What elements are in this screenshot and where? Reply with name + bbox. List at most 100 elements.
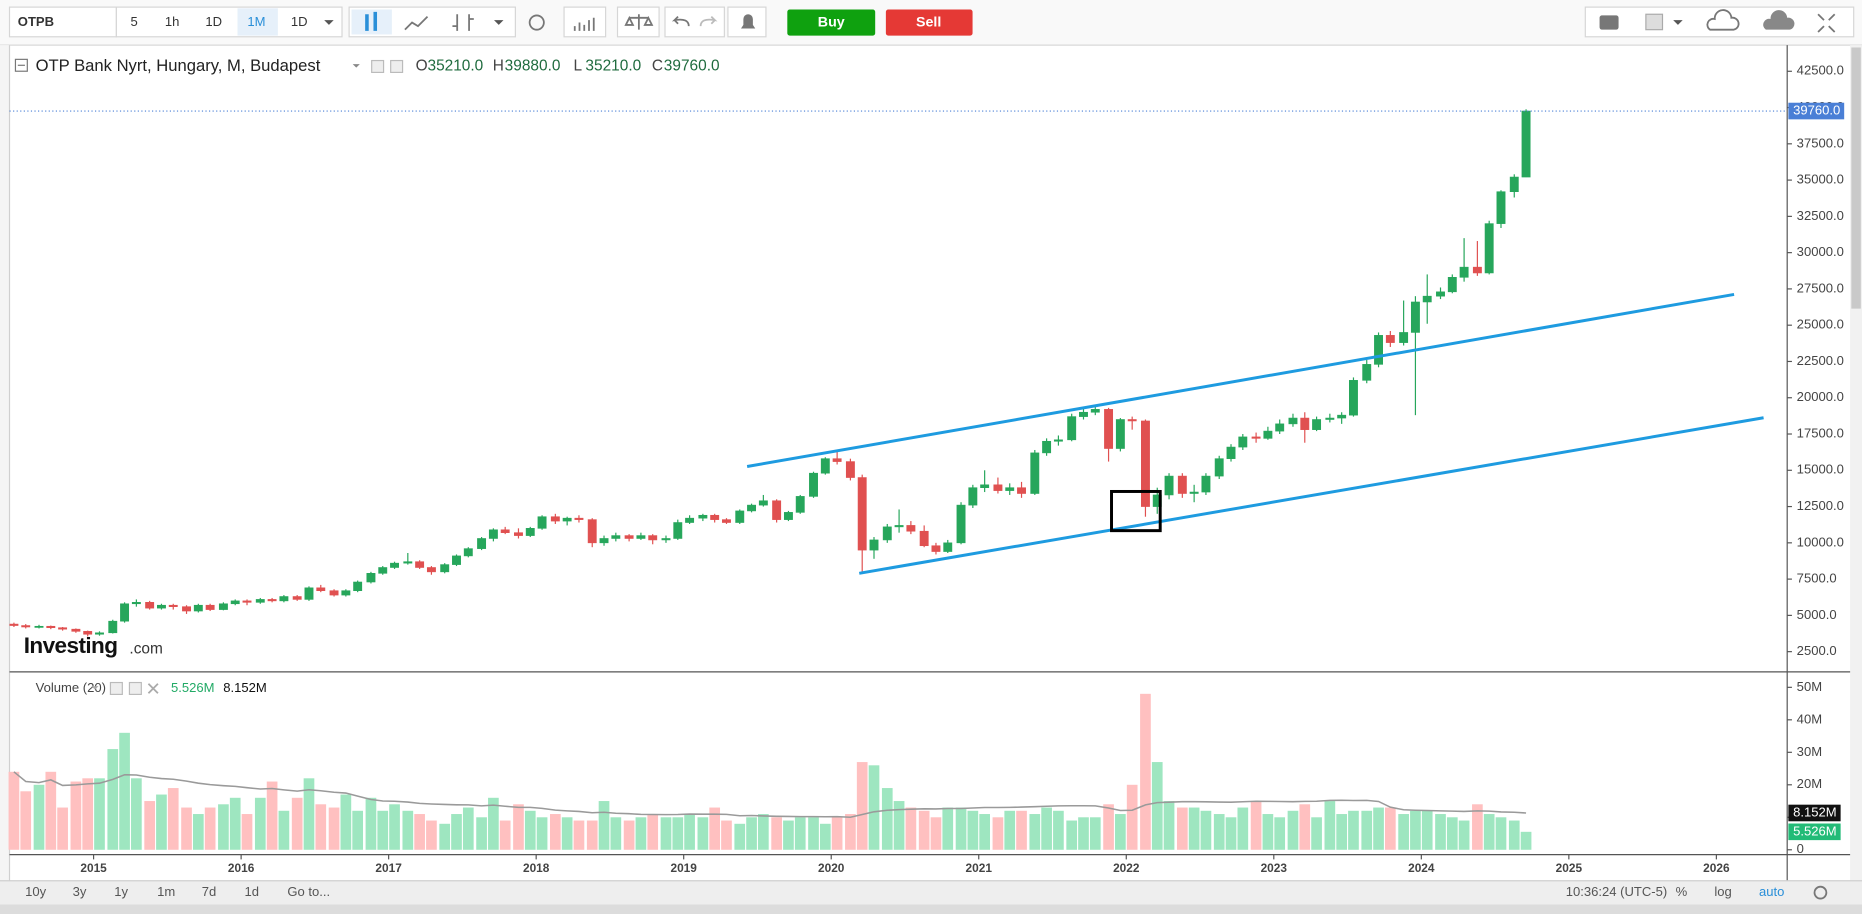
interval[interactable]: 5	[131, 14, 138, 29]
scrollbar[interactable]	[1851, 47, 1861, 309]
volume-bar	[1287, 810, 1299, 850]
candle-body	[906, 525, 916, 532]
volume-bar	[1200, 810, 1212, 850]
title-dropdown[interactable]	[352, 64, 360, 68]
volume-bar	[1520, 831, 1532, 850]
volume-bar	[303, 778, 315, 850]
candle-body	[832, 458, 842, 462]
interval-selected	[237, 8, 278, 36]
auto-toggle[interactable]: auto	[1759, 884, 1784, 899]
volume-bar	[82, 778, 94, 850]
candle-body	[182, 606, 191, 612]
interval[interactable]: 1M	[247, 14, 265, 29]
volume-title: Volume (20)	[36, 680, 106, 695]
fullscreen-icon[interactable]	[1817, 13, 1836, 33]
cloud-load-icon[interactable]	[1706, 9, 1740, 31]
volume-bar	[684, 814, 695, 850]
range-button[interactable]: 10y	[25, 884, 47, 899]
volume-bar	[70, 781, 82, 850]
volume-last-axis-label: 5.526M	[1793, 823, 1837, 838]
volume-gear[interactable]	[128, 681, 142, 695]
candle-body	[1275, 423, 1285, 432]
volume-bar	[660, 817, 672, 850]
candle-body	[71, 628, 81, 632]
buy-button[interactable]	[787, 9, 876, 36]
volume-bar	[734, 823, 746, 850]
indicators-btn[interactable]	[563, 6, 607, 38]
cloud-save-icon[interactable]	[1763, 10, 1795, 30]
range-button[interactable]: 1y	[114, 884, 128, 899]
dropdown-arrow[interactable]	[1673, 20, 1683, 25]
volume-bar	[1016, 810, 1027, 850]
color-icon[interactable]	[1645, 13, 1664, 31]
dropdown-arrow[interactable]	[324, 20, 334, 25]
settings-icon[interactable]	[1813, 885, 1828, 900]
eye-icon[interactable]	[371, 59, 385, 74]
volume-bar	[1213, 814, 1225, 850]
percent-toggle[interactable]: %	[1676, 884, 1688, 899]
volume-bar	[1004, 810, 1016, 850]
volume-bar	[1089, 817, 1101, 850]
candle-body	[426, 567, 436, 573]
volume-bar	[1140, 693, 1151, 850]
volume-close[interactable]	[147, 683, 159, 694]
x-tick-label: 2020	[818, 861, 845, 875]
volume-dropdown[interactable]	[91, 686, 99, 690]
goto-button[interactable]: Go to...	[287, 884, 330, 899]
volume-bar	[1163, 801, 1175, 850]
candle-body	[758, 500, 768, 506]
range-button[interactable]: 1m	[157, 884, 175, 899]
volume-bar	[1176, 807, 1188, 850]
volume-bar	[365, 797, 377, 850]
range-button[interactable]: 1d	[244, 884, 259, 899]
candle-body	[514, 532, 523, 536]
y-tick-label: 42500.0	[1797, 63, 1844, 78]
bars-icon[interactable]	[452, 14, 474, 31]
volume-bar	[709, 807, 721, 850]
interval[interactable]: 1h	[165, 14, 180, 29]
redo-icon[interactable]	[699, 15, 718, 27]
dropdown-arrow[interactable]	[494, 20, 504, 25]
plot-layer: 2500.0 5000.0 7500.0 10000.0 12500.0 15000.0 1…	[8, 58, 1845, 875]
volume-eye[interactable]	[109, 681, 123, 695]
x-tick-label: 2026	[1703, 861, 1730, 875]
y-tick-label: 17500.0	[1797, 425, 1844, 440]
volume-bar	[291, 797, 303, 850]
candle-body	[919, 530, 929, 547]
volume-bar	[1103, 804, 1114, 850]
settings-icon[interactable]	[528, 14, 545, 31]
sell-button[interactable]	[885, 9, 973, 36]
candle-body	[255, 599, 265, 603]
sell-label: Sell	[916, 14, 941, 30]
gear-icon[interactable]	[390, 59, 404, 74]
volume-bar	[1446, 817, 1458, 850]
volume-bar	[439, 823, 451, 850]
line-icon[interactable]	[404, 15, 429, 31]
volume-bar	[1115, 814, 1126, 850]
interval[interactable]: 1D	[291, 14, 308, 29]
candle-body	[661, 538, 671, 541]
undo-icon[interactable]	[671, 15, 690, 27]
x-tick-label: 2021	[966, 861, 993, 875]
symbol-box[interactable]	[8, 6, 117, 38]
volume-bar	[1384, 807, 1396, 850]
interval[interactable]: 1D	[205, 14, 222, 29]
compare-icon	[624, 14, 654, 30]
x-tick-label: 2016	[228, 861, 255, 875]
candles-icon[interactable]	[365, 11, 378, 31]
volume-tick-label: 20M	[1797, 776, 1822, 791]
chart-type-selected	[351, 9, 392, 35]
ohlc-value: 39760.0	[664, 58, 720, 75]
candle-body	[820, 458, 830, 474]
clock: 10:36:24 (UTC-5)	[1566, 884, 1668, 899]
candle-body	[205, 604, 215, 610]
candle-body	[58, 627, 68, 630]
volume-bar	[1274, 817, 1286, 850]
camera-icon[interactable]	[1599, 15, 1619, 30]
range-button[interactable]: 7d	[202, 884, 217, 899]
log-toggle[interactable]: log	[1714, 884, 1731, 899]
volume-tick-label: 50M	[1797, 679, 1822, 694]
candle-body	[993, 484, 1003, 491]
volume-bar	[1373, 807, 1384, 850]
range-button[interactable]: 3y	[73, 884, 87, 899]
